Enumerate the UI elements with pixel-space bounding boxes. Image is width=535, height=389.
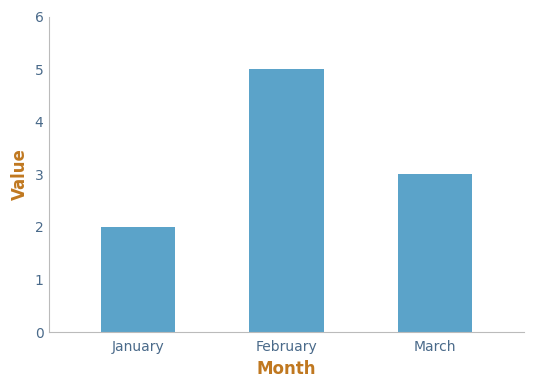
- Bar: [398, 174, 472, 332]
- Y-axis label: Value: Value: [11, 148, 29, 200]
- Bar: [249, 69, 324, 332]
- X-axis label: Month: Month: [257, 360, 316, 378]
- Bar: [101, 227, 175, 332]
